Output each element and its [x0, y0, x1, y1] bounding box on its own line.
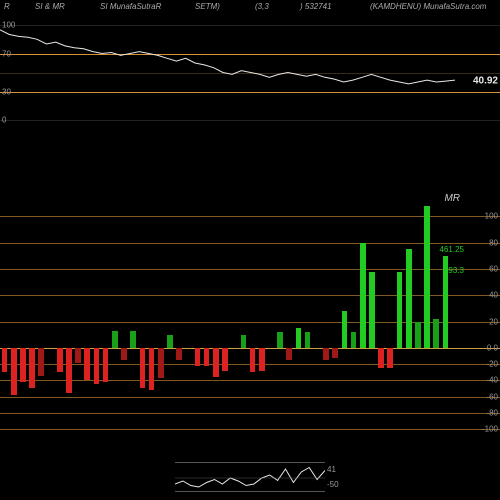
mr-tick-label: 20 [489, 317, 498, 326]
mr-bar [286, 348, 292, 360]
mr-bar [84, 348, 90, 380]
hdr-1: R [4, 2, 10, 11]
hdr-3: SI MunafaSutraR [100, 2, 161, 11]
mr-tick-label: -40 [486, 376, 498, 385]
mr-bar [130, 331, 136, 348]
mini-val-bot: -50 [327, 480, 339, 489]
mr-bar [351, 332, 357, 348]
mr-bar [11, 348, 17, 395]
mr-bar [204, 348, 210, 366]
mr-tick-label: 100 [485, 212, 498, 221]
mr-tick-label: -60 [486, 392, 498, 401]
mr-bar [38, 348, 44, 376]
rsi-grid-line [0, 120, 500, 121]
mr-bar [75, 348, 81, 363]
mr-bar [250, 348, 256, 372]
mr-bar [112, 331, 118, 348]
mr-bar [424, 206, 430, 348]
mr-bar [57, 348, 63, 372]
mr-bar [342, 311, 348, 348]
mr-bar [158, 348, 164, 378]
mr-bar [369, 272, 375, 348]
mr-tick-label: 0 0 [487, 344, 498, 353]
mr-bar [378, 348, 384, 368]
mini-line [175, 463, 325, 493]
chart-header: R SI & MR SI MunafaSutraR SETM) (3,3 ) 5… [0, 2, 500, 16]
mr-bar-panel: 100806040200 0-20-40-60-80-100MR461.2539… [0, 190, 500, 445]
mr-grid-line [0, 380, 500, 381]
rsi-line [0, 25, 455, 120]
mr-title-label: MR [444, 193, 460, 204]
mr-bar [66, 348, 72, 392]
mr-bar [387, 348, 393, 368]
mr-value-label: 461.25 [440, 245, 464, 254]
mr-bar [406, 249, 412, 348]
mr-bar [241, 335, 247, 348]
mr-grid-line [0, 413, 500, 414]
mini-val-top: 41 [327, 465, 336, 474]
hdr-2: SI & MR [35, 2, 65, 11]
mini-oscillator-panel: 41-50 [175, 462, 325, 492]
mr-bar [213, 348, 219, 377]
rsi-current-value: 40.92 [473, 76, 498, 87]
mr-tick-label: -100 [482, 424, 498, 433]
mr-bar [2, 348, 8, 372]
mr-bar [167, 335, 173, 348]
mr-bar [433, 319, 439, 348]
mr-bar [195, 348, 201, 366]
mr-bar [20, 348, 26, 382]
mr-bar [443, 256, 449, 348]
hdr-6: ) 532741 [300, 2, 332, 11]
mr-bar [397, 272, 403, 348]
mr-bar [259, 348, 265, 371]
mr-bar [29, 348, 35, 388]
hdr-5: (3,3 [255, 2, 269, 11]
mr-tick-label: 60 [489, 265, 498, 274]
mr-bar [360, 243, 366, 348]
mr-bar [140, 348, 146, 388]
mr-bar [149, 348, 155, 390]
mr-tick-label: 40 [489, 291, 498, 300]
mr-tick-label: -80 [486, 408, 498, 417]
mr-bar [121, 348, 127, 360]
mr-bar [94, 348, 100, 384]
rsi-panel: 1007030040.92 [0, 25, 500, 120]
hdr-7: (KAMDHENU) MunafaSutra.com [370, 2, 486, 11]
mr-bar [323, 348, 329, 360]
mr-bar [103, 348, 109, 382]
mr-bar [176, 348, 182, 360]
mr-tick-label: -20 [486, 360, 498, 369]
mr-bar [277, 332, 283, 348]
mr-grid-line [0, 397, 500, 398]
mr-bar [222, 348, 228, 371]
mr-bar [305, 332, 311, 348]
mr-bar [415, 322, 421, 348]
mr-grid-line [0, 429, 500, 430]
mr-bar [332, 348, 338, 358]
mr-tick-label: 80 [489, 238, 498, 247]
mr-bar [296, 328, 302, 348]
hdr-4: SETM) [195, 2, 220, 11]
